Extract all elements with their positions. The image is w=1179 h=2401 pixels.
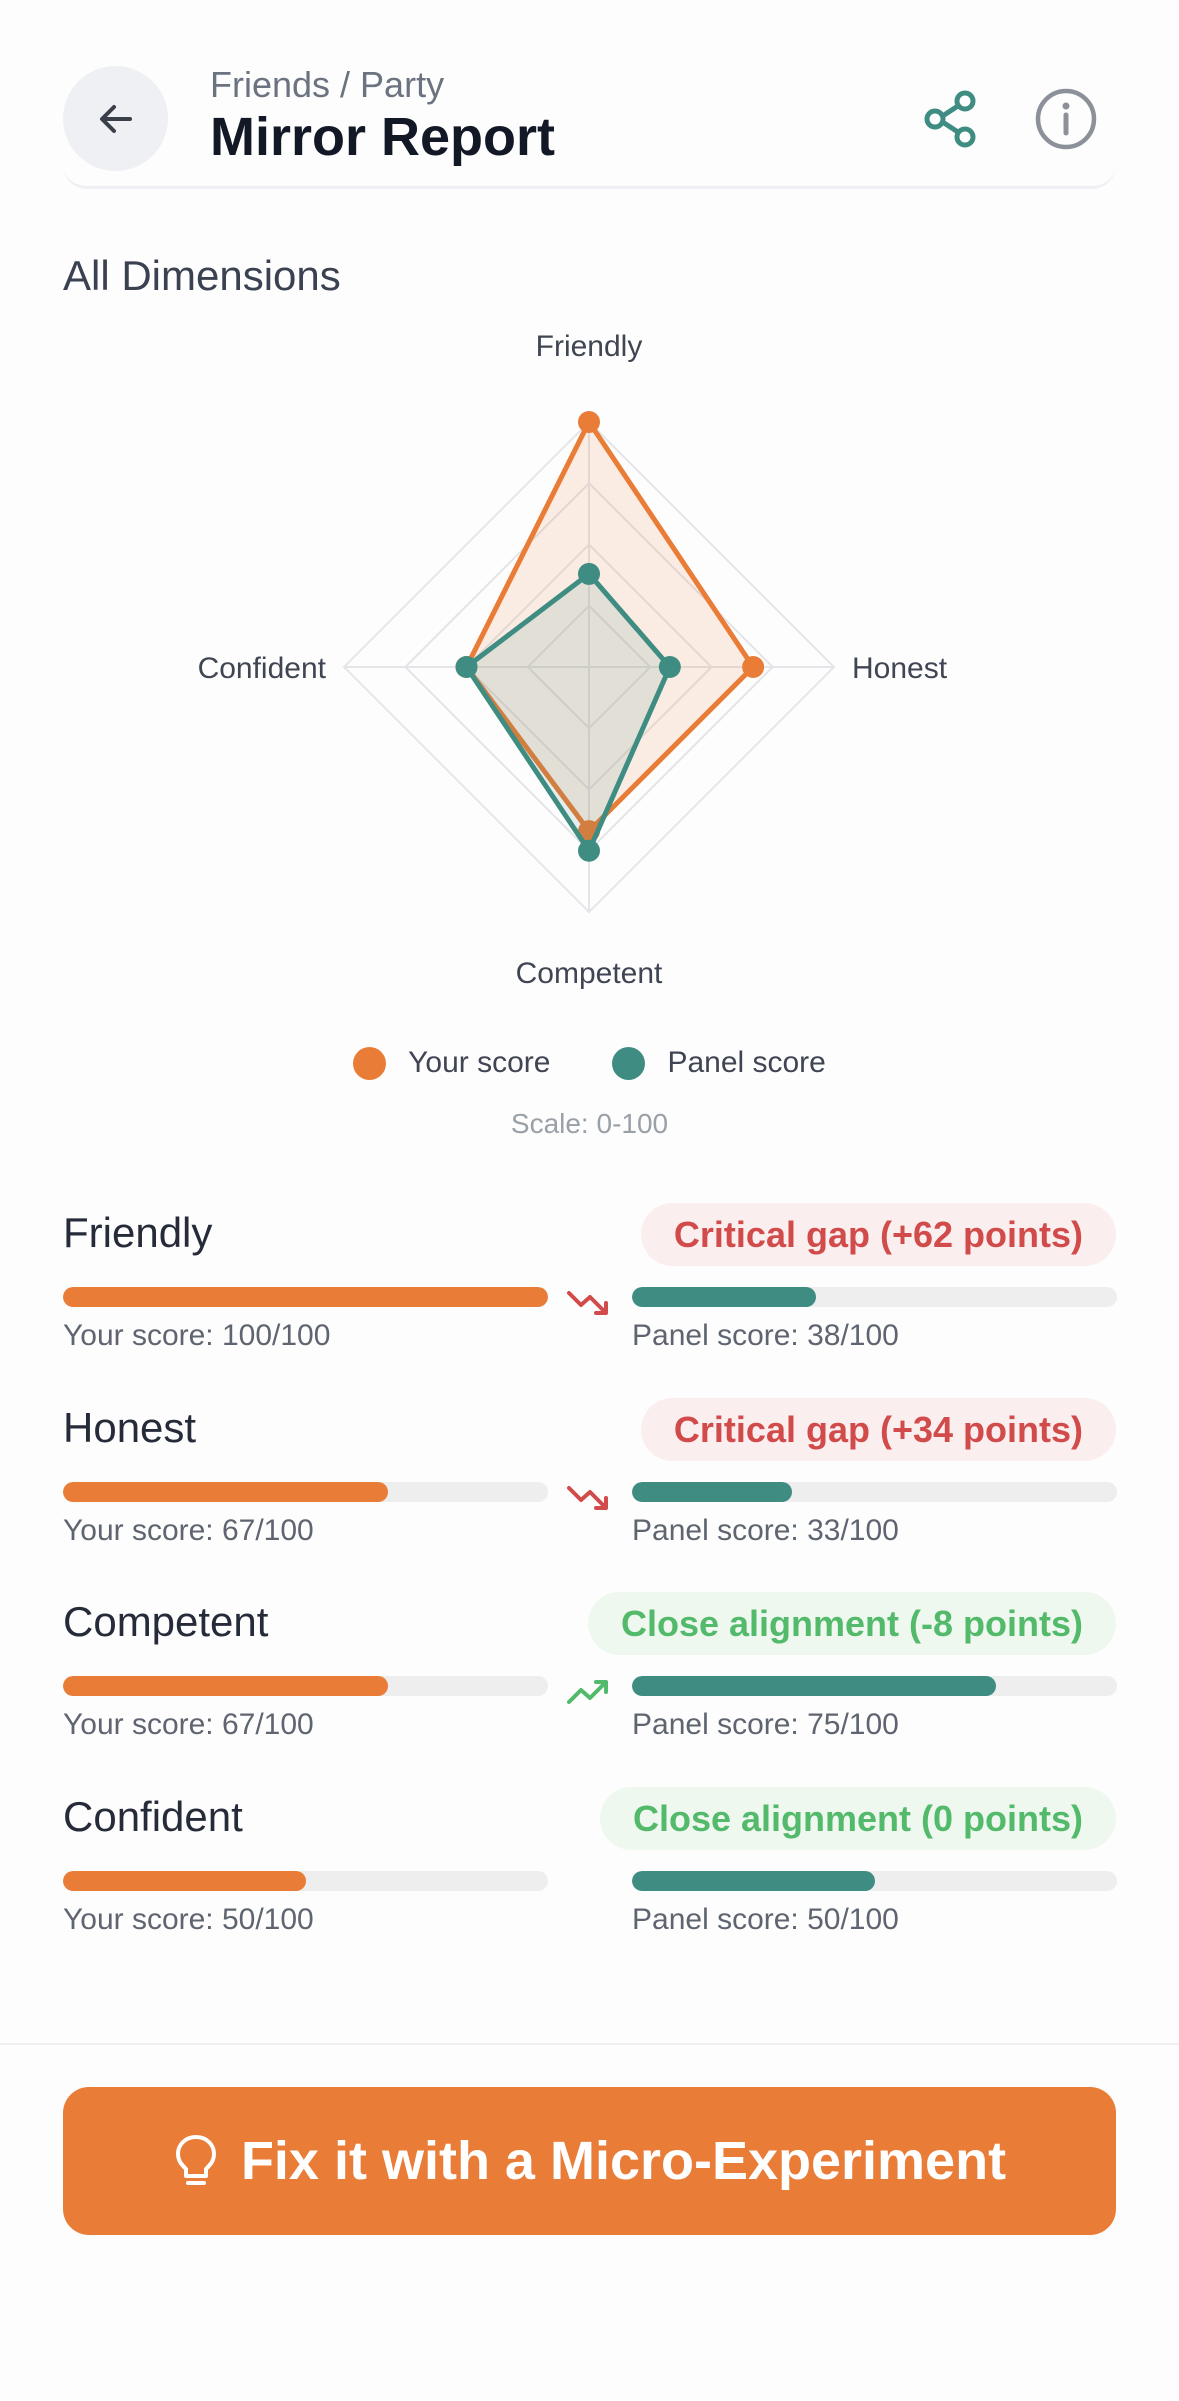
panel-score-text: Panel score: 75/100 [632, 1708, 899, 1741]
bottom-divider [0, 2043, 1179, 2045]
panel-score-bar [632, 1287, 1117, 1307]
dimension-name: Friendly [63, 1209, 213, 1256]
dimension-row-confident: Confident Close alignment (0 points) You… [63, 1787, 1117, 1937]
your-score-point [742, 656, 765, 678]
your-score-text: Your score: 67/100 [63, 1708, 314, 1741]
your-score-fill [63, 1871, 306, 1891]
radar-axis-label: Competent [516, 957, 663, 990]
your-score-bar [63, 1871, 548, 1891]
your-score-bar [63, 1676, 548, 1696]
legend-label-your: Your score [408, 1046, 551, 1079]
your-score-fill [63, 1676, 388, 1696]
gap-badge: Critical gap (+34 points) [640, 1398, 1116, 1461]
panel-score-text: Panel score: 33/100 [632, 1514, 899, 1547]
dimension-name: Competent [63, 1598, 269, 1645]
header: Friends / Party Mirror Report [63, 60, 1116, 189]
panel-score-fill [632, 1287, 817, 1307]
dimension-row-friendly: Friendly Critical gap (+62 points) Your … [63, 1203, 1117, 1353]
dimension-row-honest: Honest Critical gap (+34 points) Your sc… [63, 1398, 1117, 1548]
gap-badge: Close alignment (-8 points) [587, 1592, 1116, 1655]
gap-badge: Close alignment (0 points) [599, 1787, 1116, 1850]
legend-item-your: Your score [353, 1046, 550, 1080]
info-button[interactable] [1030, 83, 1102, 155]
your-score-bar [63, 1482, 548, 1502]
your-score-fill [63, 1482, 388, 1502]
panel-score-point [658, 656, 681, 678]
legend-item-panel: Panel score [612, 1046, 826, 1080]
cta-label: Fix it with a Micro-Experiment [240, 2131, 1007, 2191]
panel-score-fill [632, 1871, 875, 1891]
panel-score-text: Panel score: 38/100 [632, 1319, 899, 1352]
legend-swatch-your [353, 1046, 387, 1080]
radar-axis-label: Friendly [536, 330, 643, 363]
page-title: Mirror Report [210, 107, 556, 167]
dimension-name: Honest [63, 1404, 197, 1451]
panel-score-point [578, 839, 600, 862]
share-button[interactable] [915, 83, 987, 155]
share-icon [924, 90, 976, 148]
info-icon [1035, 88, 1097, 150]
panel-score-text: Panel score: 50/100 [632, 1903, 899, 1936]
dimension-name: Confident [63, 1793, 243, 1840]
legend-swatch-panel [612, 1046, 646, 1080]
panel-score-bar [632, 1871, 1117, 1891]
panel-score-point [455, 656, 478, 678]
dimension-row-competent: Competent Close alignment (-8 points) Yo… [63, 1592, 1117, 1742]
breadcrumb: Friends / Party [210, 64, 445, 105]
radar-axis-label: Honest [852, 652, 948, 685]
panel-score-fill [632, 1676, 996, 1696]
trend-down-icon [567, 1291, 608, 1315]
radar-chart: Friendly Honest Competent Confident [198, 330, 948, 990]
trend-down-icon [567, 1486, 608, 1510]
micro-experiment-button[interactable]: Fix it with a Micro-Experiment [63, 2087, 1116, 2235]
your-score-text: Your score: 50/100 [63, 1903, 314, 1936]
your-score-text: Your score: 67/100 [63, 1514, 314, 1547]
arrow-left-icon [99, 104, 132, 133]
legend-label-panel: Panel score [667, 1046, 826, 1079]
your-score-bar [63, 1287, 548, 1307]
panel-score-bar [632, 1482, 1117, 1502]
scale-note: Scale: 0-100 [510, 1108, 669, 1139]
panel-score-fill [632, 1482, 793, 1502]
radar-axis-label: Confident [198, 652, 327, 685]
your-score-fill [63, 1287, 548, 1307]
lightbulb-icon [175, 2135, 216, 2185]
back-button[interactable] [63, 66, 168, 171]
chart-legend: Your score Panel score [0, 1046, 1179, 1080]
panel-score-bar [632, 1676, 1117, 1696]
trend-up-icon [567, 1680, 608, 1704]
your-score-text: Your score: 100/100 [63, 1319, 331, 1352]
your-score-point [578, 411, 600, 433]
panel-score-point [578, 562, 600, 585]
gap-badge: Critical gap (+62 points) [640, 1203, 1116, 1266]
section-title: All Dimensions [63, 252, 341, 299]
